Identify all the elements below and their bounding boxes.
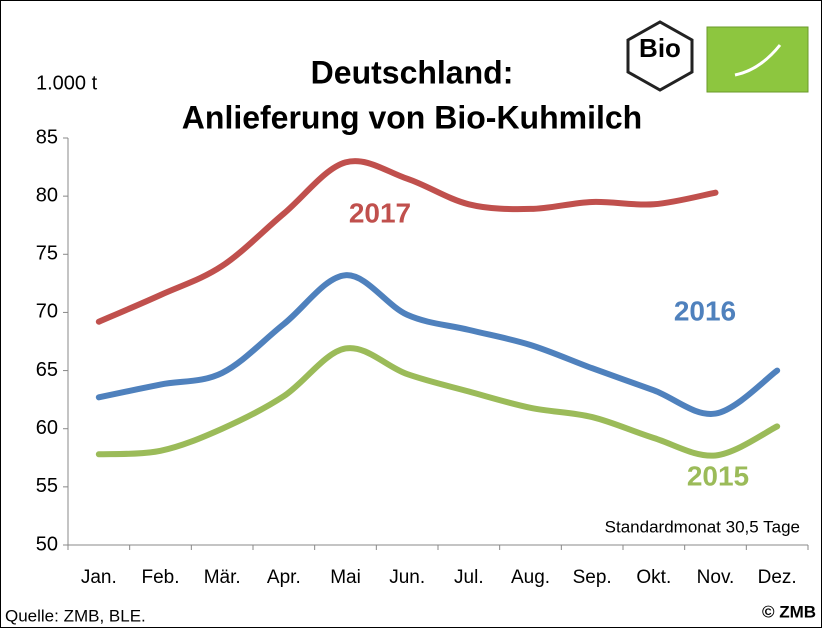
- series-line: [95, 272, 781, 417]
- y-tick-label: 70: [36, 301, 58, 323]
- x-tick-label: Okt.: [636, 567, 671, 588]
- series-label: 2015: [687, 460, 749, 491]
- x-tick-label: Dez.: [758, 567, 797, 588]
- series-label: 2017: [349, 197, 411, 228]
- series-label: 2016: [674, 295, 736, 326]
- y-tick-label: 50: [36, 533, 58, 555]
- unit-label: 1.000 t: [36, 72, 98, 94]
- y-tick-label: 75: [36, 243, 58, 265]
- x-tick-label: Aug.: [511, 567, 550, 588]
- y-tick-label: 55: [36, 475, 58, 497]
- logo-text: Bio: [639, 33, 681, 63]
- y-tick-label: 60: [36, 417, 58, 439]
- x-tick-label: Jul.: [454, 567, 484, 588]
- chart-title: Anlieferung von Bio-Kuhmilch: [182, 99, 642, 135]
- y-tick-label: 80: [36, 184, 58, 206]
- x-tick-label: Sep.: [573, 567, 612, 588]
- y-tick-label: 85: [36, 126, 58, 148]
- x-tick-label: Jun.: [389, 567, 425, 588]
- x-tick-label: Mär.: [204, 567, 241, 588]
- chart-title: Deutschland:: [311, 54, 514, 90]
- series-line: [95, 158, 719, 325]
- y-tick-label: 65: [36, 359, 58, 381]
- x-tick-label: Jan.: [81, 567, 117, 588]
- x-tick-label: Mai: [330, 567, 361, 588]
- x-tick-label: Nov.: [697, 567, 735, 588]
- source: Quelle: ZMB, BLE.: [5, 606, 146, 625]
- copyright: © ZMB: [762, 602, 816, 621]
- x-tick-label: Apr.: [267, 567, 301, 588]
- note: Standardmonat 30,5 Tage: [605, 517, 800, 536]
- bio-logo: Bio: [626, 20, 809, 93]
- x-tick-label: Feb.: [141, 567, 179, 588]
- series-line: [95, 345, 781, 459]
